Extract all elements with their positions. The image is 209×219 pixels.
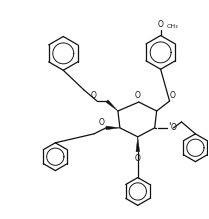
Text: ': ' bbox=[168, 121, 171, 131]
Polygon shape bbox=[106, 126, 120, 130]
Text: O: O bbox=[158, 19, 164, 28]
Text: O: O bbox=[170, 91, 176, 100]
Text: O: O bbox=[90, 91, 96, 100]
Text: O: O bbox=[135, 154, 141, 163]
Text: O: O bbox=[135, 91, 141, 100]
Text: O: O bbox=[99, 118, 105, 127]
Text: CH₃: CH₃ bbox=[167, 23, 178, 28]
Polygon shape bbox=[136, 137, 140, 152]
Text: O: O bbox=[171, 123, 176, 132]
Polygon shape bbox=[106, 100, 118, 111]
